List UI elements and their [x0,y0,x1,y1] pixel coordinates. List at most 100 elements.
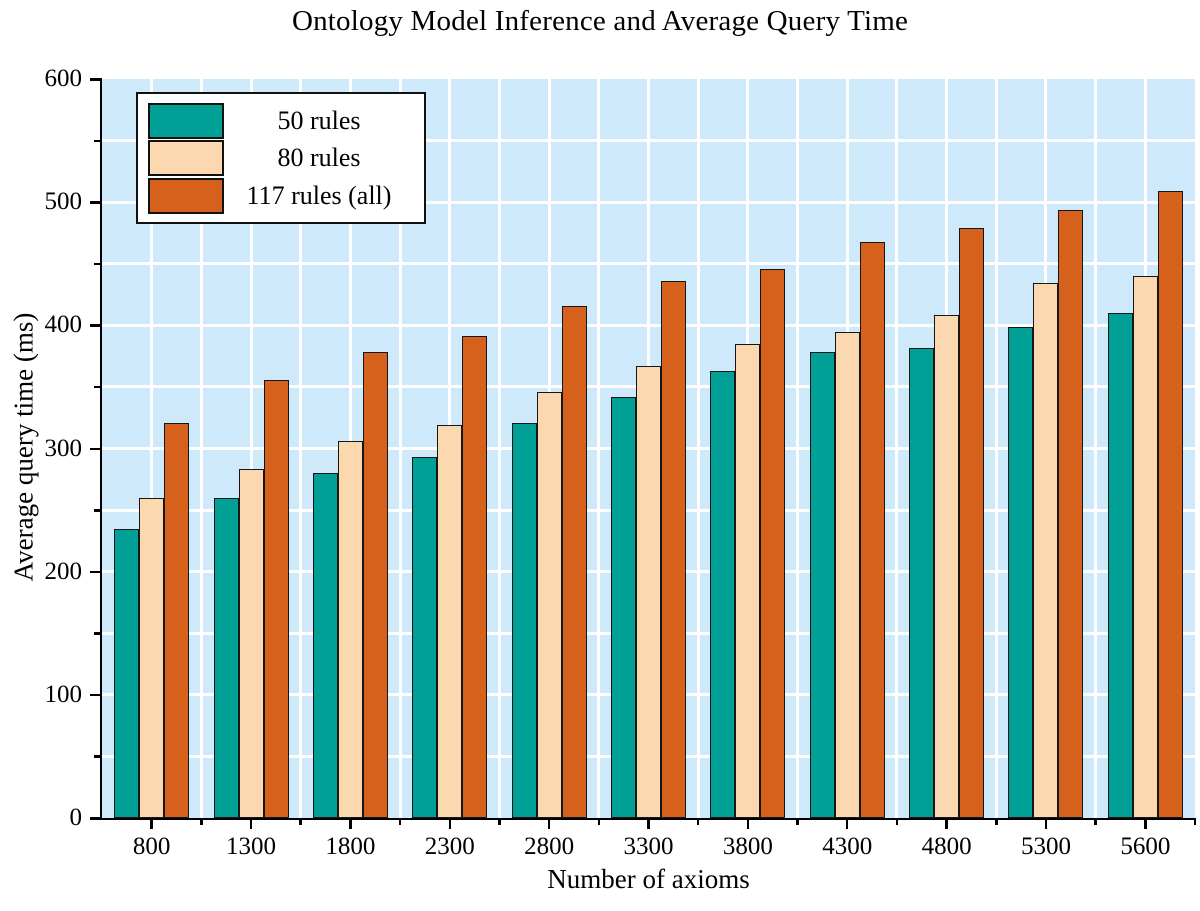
v-gridline [249,79,253,818]
v-gridline [597,79,601,818]
x-major-tick [150,819,153,829]
y-major-tick [90,447,100,450]
x-major-tick [448,819,452,829]
x-minor-tick [1094,819,1097,825]
bar-50-rules-2800 [511,422,537,818]
y-major-tick [90,324,100,327]
legend-row: 50 rules [148,102,414,139]
legend-swatch-50-rules [148,102,224,139]
x-tick-label: 4300 [822,833,873,860]
x-major-tick [349,819,352,829]
y-tick-label: 200 [44,557,83,585]
x-tick-label: 5600 [1120,833,1171,860]
x-tick-label: 5300 [1020,833,1071,860]
v-gridline [994,79,998,818]
y-minor-tick [94,509,100,512]
x-tick-label: 2300 [424,833,475,860]
plot-area: 50 rules 80 rules 117 rules (all) [102,79,1195,818]
x-minor-tick [299,819,302,825]
legend-row: 80 rules [148,140,414,177]
x-axis-label: Number of axioms [547,864,750,894]
x-tick-label: 3800 [722,833,773,860]
bar-117-rules-all--1800 [362,352,388,818]
x-major-tick [945,819,948,829]
x-minor-tick [995,819,998,825]
bar-117-rules-all--3800 [760,268,786,818]
legend-swatch-80-rules [148,140,224,176]
x-major-tick [746,819,750,829]
v-gridline [199,79,203,818]
bar-117-rules-all--2300 [462,336,488,818]
y-minor-tick [94,632,100,635]
y-minor-tick [94,262,100,266]
y-minor-tick [94,139,100,143]
x-minor-tick [498,819,501,825]
x-axis-line [99,817,1196,820]
y-tick-label: 500 [44,188,83,216]
x-tick-label: 1300 [226,833,277,860]
y-tick-label: 300 [44,434,83,462]
legend-label: 80 rules [277,143,361,172]
y-major-tick [90,693,100,697]
legend-row: 117 rules (all) [148,177,414,214]
y-major-tick [90,78,100,81]
bar-50-rules-1800 [312,473,338,818]
bar-117-rules-all--4300 [859,241,885,818]
x-minor-tick [796,819,799,825]
x-minor-tick [398,819,402,825]
legend-swatch-117-rules [148,177,224,214]
y-minor-tick [94,385,100,389]
x-tick-label: 800 [132,833,171,860]
v-gridline [696,79,700,818]
x-major-tick [249,819,253,829]
bar-50-rules-1300 [213,497,239,818]
bar-117-rules-all--5600 [1157,191,1183,818]
x-major-tick [1044,819,1048,829]
bar-80-rules-4800 [934,315,960,818]
legend: 50 rules 80 rules 117 rules (all) [136,92,426,224]
legend-label: 50 rules [277,105,361,135]
bar-80-rules-1300 [238,469,264,818]
x-minor-tick [1193,819,1197,825]
bar-117-rules-all--4800 [959,228,985,818]
v-gridline [398,79,402,818]
x-minor-tick [696,819,700,825]
bar-80-rules-4300 [834,331,860,818]
bar-117-rules-all--2800 [561,305,587,818]
bar-80-rules-800 [139,497,165,818]
v-gridline [299,79,303,818]
y-major-tick [90,817,100,820]
x-major-tick [1144,819,1147,829]
bar-80-rules-2800 [536,391,562,818]
y-major-tick [90,201,100,204]
y-minor-tick [94,755,100,758]
bar-117-rules-all--1300 [263,379,289,818]
y-tick-label: 0 [69,804,83,831]
bar-80-rules-1800 [337,441,363,818]
legend-label: 117 rules (all) [246,180,392,210]
v-gridline [796,79,800,818]
y-axis-line [99,78,102,819]
bar-50-rules-4800 [909,347,935,818]
x-tick-label: 1800 [325,833,376,860]
x-major-tick [547,819,551,829]
bar-80-rules-5600 [1132,276,1158,818]
v-gridline [150,79,154,818]
bar-50-rules-5300 [1008,326,1034,818]
bar-50-rules-800 [114,528,140,818]
y-major-tick [90,570,100,574]
x-tick-label: 3300 [623,833,674,860]
bar-80-rules-2300 [437,425,463,818]
x-major-tick [845,819,849,829]
y-tick-label: 600 [44,65,83,92]
x-minor-tick [895,819,899,825]
x-major-tick [647,819,650,829]
bar-117-rules-all--3300 [661,281,686,818]
v-gridline [895,79,899,818]
y-tick-label: 400 [44,311,83,339]
bar-80-rules-3300 [636,365,661,818]
bar-50-rules-3800 [710,370,736,818]
v-gridline [497,79,501,818]
bar-50-rules-4300 [809,352,835,818]
